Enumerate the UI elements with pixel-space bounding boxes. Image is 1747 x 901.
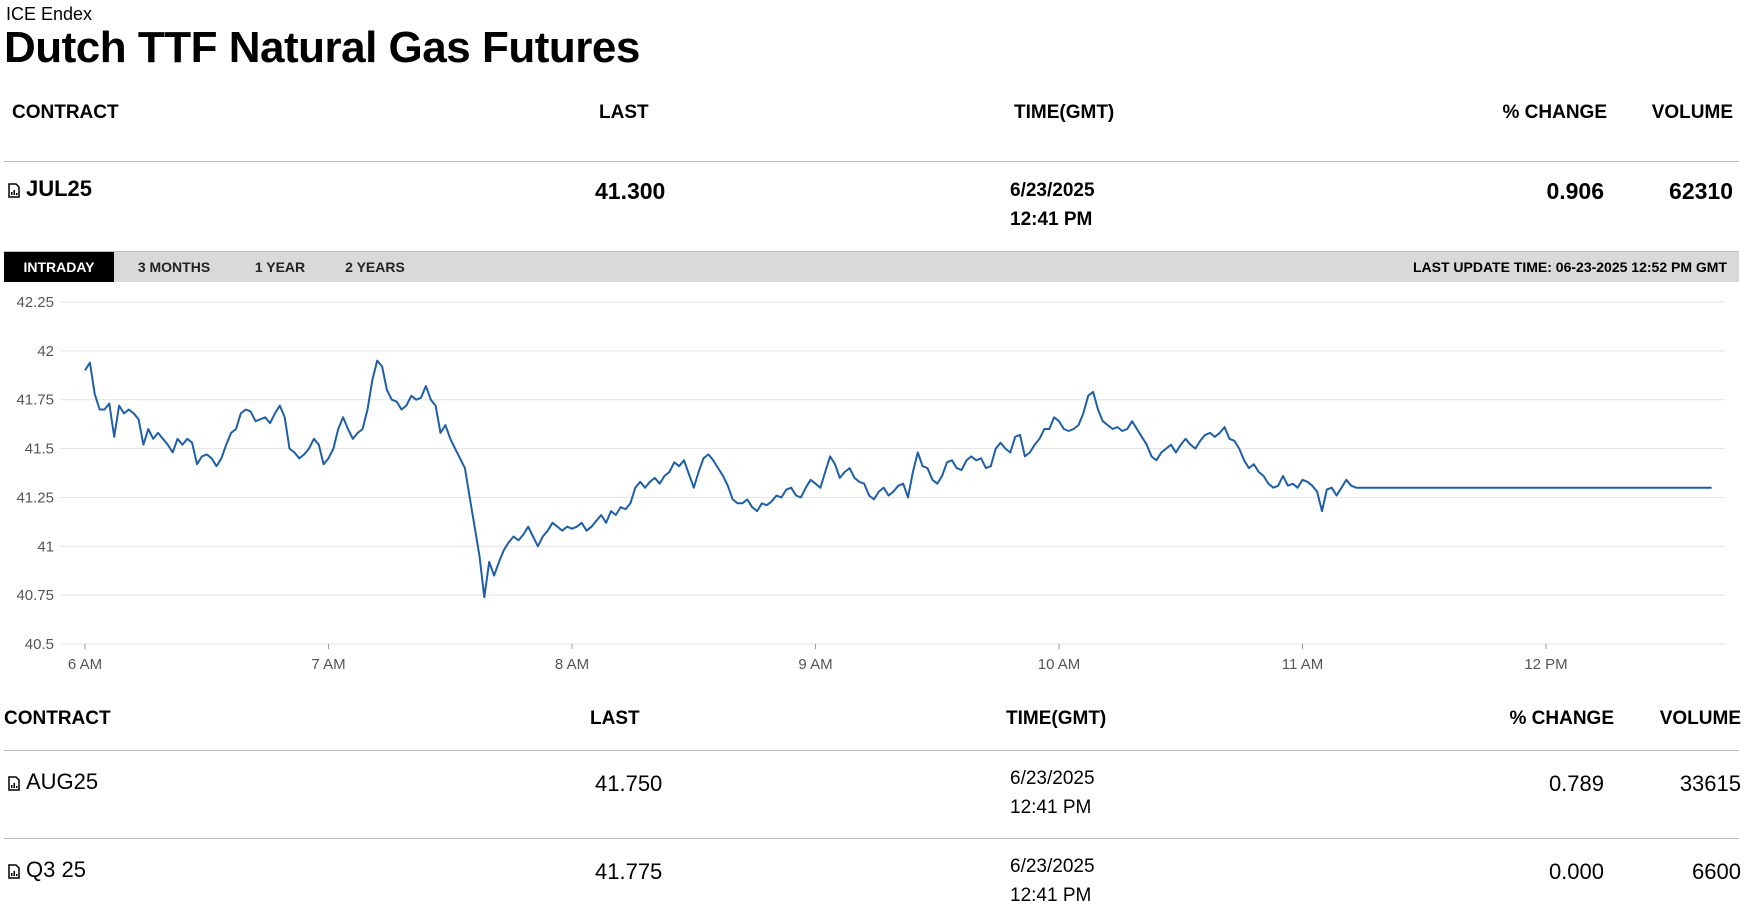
tab-1-year[interactable]: 1 YEAR [254, 259, 306, 275]
y-tick-label: 41.5 [25, 441, 54, 458]
y-tick-label: 40.75 [16, 587, 54, 604]
price-chart: 42.25 42 41.75 41.5 41.25 41 40.75 40.5 6 AM 7 AM… [16, 294, 1725, 672]
last-price: 41.775 [595, 859, 663, 884]
last-price: 41.300 [595, 178, 666, 204]
chart-tab-bar: INTRADAY 3 MONTHS 1 YEAR 2 YEARS LAST UP… [4, 251, 1739, 282]
x-tick-label: 11 AM [1282, 656, 1323, 672]
col-header-change-2: % CHANGE [1509, 708, 1614, 729]
x-tick-label: 7 AM [311, 656, 345, 672]
x-tick-label: 9 AM [798, 656, 832, 672]
divider [4, 750, 1739, 751]
col-header-time-2: TIME(GMT) [1006, 708, 1107, 729]
x-tick-label: 12 PM [1524, 656, 1567, 672]
y-tick-label: 42 [37, 343, 54, 360]
divider [4, 161, 1739, 162]
timestamp: 6/23/2025 12:41 PM [1010, 764, 1095, 822]
y-tick-label: 41 [37, 538, 54, 555]
document-chart-icon [8, 863, 20, 879]
percent-change: 0.906 [1546, 178, 1604, 204]
contract-name: JUL25 [26, 176, 93, 201]
y-tick-label: 41.25 [16, 489, 54, 506]
timestamp-date: 6/23/2025 [1010, 856, 1095, 877]
timestamp-time: 12:41 PM [1010, 209, 1093, 230]
tab-3-months[interactable]: 3 MONTHS [137, 259, 211, 275]
document-chart-icon [8, 775, 20, 791]
price-line [84, 359, 1712, 599]
col-header-volume: VOLUME [1651, 102, 1733, 123]
volume: 33615 [1679, 771, 1741, 796]
contract-link-q3-25[interactable]: Q3 25 [8, 857, 86, 883]
y-tick-label: 41.75 [16, 392, 54, 409]
y-tick-label: 42.25 [16, 294, 54, 311]
timestamp-date: 6/23/2025 [1010, 180, 1095, 201]
contract-link-aug25[interactable]: AUG25 [8, 769, 98, 795]
col-header-contract-2: CONTRACT [4, 708, 111, 729]
last-price: 41.750 [595, 771, 663, 796]
volume: 62310 [1669, 178, 1733, 204]
last-update-time: LAST UPDATE TIME: 06-23-2025 12:52 PM GM… [1412, 259, 1727, 275]
document-chart-icon [8, 182, 20, 198]
col-header-last-2: LAST [590, 708, 640, 729]
volume: 6600 [1692, 859, 1741, 884]
col-header-change: % CHANGE [1502, 102, 1607, 123]
contract-name: AUG25 [26, 769, 99, 794]
timestamp-date: 6/23/2025 [1010, 768, 1095, 789]
contract-link-main[interactable]: JUL25 [8, 176, 92, 202]
x-tick-label: 10 AM [1038, 656, 1081, 672]
timestamp-time: 12:41 PM [1010, 797, 1092, 818]
col-header-time: TIME(GMT) [1014, 102, 1115, 123]
x-tick-label: 8 AM [555, 656, 589, 672]
col-header-contract: CONTRACT [12, 102, 119, 123]
y-tick-label: 40.5 [25, 636, 54, 653]
timestamp: 6/23/2025 12:41 PM [1010, 176, 1095, 234]
timestamp-time: 12:41 PM [1010, 885, 1092, 901]
percent-change: 0.000 [1548, 859, 1604, 884]
col-header-last: LAST [599, 102, 649, 123]
exchange-label: ICE Endex [6, 4, 93, 24]
tab-2-years[interactable]: 2 YEARS [345, 259, 405, 275]
col-header-volume-2: VOLUME [1659, 708, 1741, 729]
timestamp: 6/23/2025 12:41 PM [1010, 852, 1095, 901]
x-tick-label: 6 AM [68, 656, 102, 672]
percent-change: 0.789 [1548, 771, 1604, 796]
page-title: Dutch TTF Natural Gas Futures [4, 23, 640, 72]
tab-intraday[interactable]: INTRADAY [4, 252, 114, 282]
divider [4, 838, 1739, 839]
contract-name: Q3 25 [26, 857, 86, 882]
